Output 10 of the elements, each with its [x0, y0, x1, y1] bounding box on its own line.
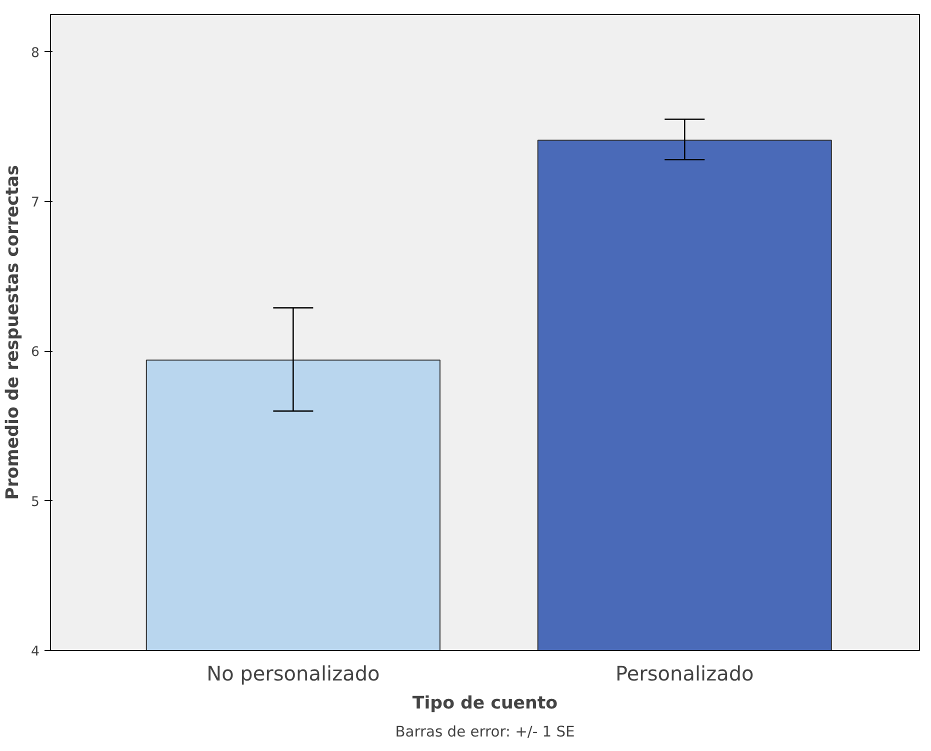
x-axis-title: Tipo de cuento [412, 694, 558, 714]
y-axis-title: Promedio de respuestas correctas [3, 165, 24, 500]
x-tick-label: Personalizado [616, 662, 754, 686]
y-tick-label: 6 [31, 345, 40, 360]
y-tick-label: 5 [31, 494, 40, 510]
y-tick-label: 4 [31, 644, 40, 660]
y-tick-label: 7 [31, 196, 40, 211]
x-tick-label: No personalizado [206, 662, 380, 686]
text: Barras de error: +/- 1 SE [395, 724, 575, 740]
y-tick-label: 8 [31, 46, 40, 61]
